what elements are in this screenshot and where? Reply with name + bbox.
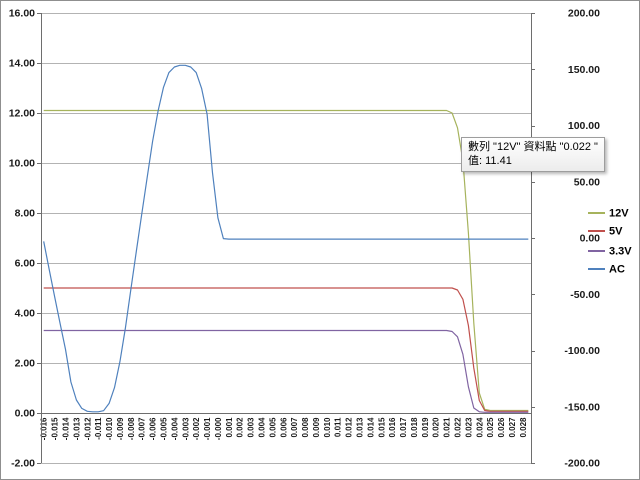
series-line-5v[interactable]	[43, 287, 529, 412]
svg-text:-0.001: -0.001	[203, 417, 212, 440]
svg-text:0.00: 0.00	[15, 408, 36, 420]
svg-text:0.006: 0.006	[279, 417, 288, 438]
legend-label-3-3v: 3.3V	[609, 246, 632, 258]
legend-label-5v: 5V	[609, 226, 623, 238]
svg-text:0.00: 0.00	[580, 233, 601, 245]
svg-text:0.002: 0.002	[236, 417, 245, 438]
svg-text:100.00: 100.00	[568, 120, 600, 132]
svg-text:-0.014: -0.014	[62, 417, 71, 440]
x-axis-labels: -0.016 -0.015 -0.014 -0.013 -0.012 -0.011 -0.0…	[40, 417, 528, 440]
right-axis-labels: 200.00 150.00 100.00 50.00 0.00 -50.00 -100.00…	[531, 8, 600, 470]
svg-text:0.019: 0.019	[421, 417, 430, 438]
svg-text:-0.000: -0.000	[214, 417, 223, 440]
svg-text:12.00: 12.00	[9, 108, 35, 120]
tooltip-series-line: 數列 "12V" 資料點 "0.022 "	[468, 141, 598, 153]
svg-text:150.00: 150.00	[568, 64, 600, 76]
svg-text:-50.00: -50.00	[570, 289, 600, 301]
svg-text:0.007: 0.007	[290, 417, 299, 438]
left-axis-labels: 16.00 14.00 12.00 10.00 8.00 6.00 4.00 2.00 0.00…	[9, 8, 41, 470]
svg-text:0.023: 0.023	[464, 417, 473, 438]
svg-text:-0.008: -0.008	[127, 417, 136, 440]
svg-text:0.012: 0.012	[345, 417, 354, 438]
svg-text:-150.00: -150.00	[564, 401, 600, 413]
svg-text:-0.009: -0.009	[116, 417, 125, 440]
svg-text:0.011: 0.011	[334, 417, 343, 437]
series-line-ac[interactable]	[43, 64, 529, 413]
svg-text:0.014: 0.014	[366, 417, 375, 438]
svg-text:10.00: 10.00	[9, 158, 35, 170]
tooltip-value-line: 值: 11.41	[468, 155, 512, 167]
svg-text:-200.00: -200.00	[564, 458, 600, 470]
svg-text:0.018: 0.018	[410, 417, 419, 438]
svg-text:0.027: 0.027	[508, 417, 517, 438]
svg-text:-0.003: -0.003	[181, 417, 190, 440]
svg-text:0.026: 0.026	[497, 417, 506, 438]
svg-text:0.024: 0.024	[475, 417, 484, 438]
svg-text:4.00: 4.00	[15, 308, 36, 320]
svg-text:-0.006: -0.006	[149, 417, 158, 440]
svg-text:6.00: 6.00	[15, 258, 36, 270]
svg-text:0.016: 0.016	[388, 417, 397, 438]
svg-text:0.013: 0.013	[356, 417, 365, 438]
svg-text:-0.002: -0.002	[192, 417, 201, 440]
svg-text:0.010: 0.010	[323, 417, 332, 438]
svg-text:-0.011: -0.011	[94, 417, 103, 440]
svg-text:0.021: 0.021	[443, 417, 452, 438]
svg-text:-100.00: -100.00	[564, 345, 600, 357]
svg-text:-0.007: -0.007	[138, 417, 147, 440]
svg-text:-0.005: -0.005	[160, 417, 169, 440]
svg-text:-0.015: -0.015	[51, 417, 60, 440]
svg-text:0.025: 0.025	[486, 417, 495, 438]
svg-text:0.001: 0.001	[225, 417, 234, 438]
svg-text:0.008: 0.008	[301, 417, 310, 438]
svg-text:16.00: 16.00	[9, 8, 35, 20]
svg-text:-0.012: -0.012	[83, 417, 92, 440]
svg-text:-0.013: -0.013	[72, 417, 81, 440]
svg-text:14.00: 14.00	[9, 58, 35, 70]
svg-text:0.004: 0.004	[258, 417, 267, 438]
legend-item-3-3v[interactable]: 3.3V	[588, 246, 632, 258]
legend-item-5v[interactable]: 5V	[588, 226, 623, 238]
legend-label-ac: AC	[609, 264, 625, 276]
series-line-3-3v[interactable]	[43, 329, 529, 413]
svg-text:0.017: 0.017	[399, 417, 408, 438]
svg-text:8.00: 8.00	[15, 208, 36, 220]
svg-text:-0.004: -0.004	[170, 417, 179, 440]
svg-text:0.015: 0.015	[377, 417, 386, 438]
svg-text:-0.010: -0.010	[105, 417, 114, 440]
axis-lines	[41, 13, 532, 463]
legend-label-12v: 12V	[609, 208, 629, 220]
svg-text:0.022: 0.022	[454, 417, 463, 438]
svg-text:0.005: 0.005	[268, 417, 277, 438]
svg-text:2.00: 2.00	[15, 358, 36, 370]
svg-text:50.00: 50.00	[574, 176, 600, 188]
legend-item-12v[interactable]: 12V	[588, 208, 629, 220]
series-line-12v[interactable]	[43, 109, 529, 412]
legend-item-ac[interactable]: AC	[588, 264, 625, 276]
svg-text:0.003: 0.003	[247, 417, 256, 438]
svg-text:-2.00: -2.00	[11, 458, 35, 470]
datapoint-tooltip: 數列 "12V" 資料點 "0.022 " 值: 11.41	[461, 137, 605, 172]
svg-text:0.020: 0.020	[432, 417, 441, 438]
svg-text:-0.016: -0.016	[40, 417, 49, 440]
legend[interactable]: 12V 5V 3.3V AC	[588, 208, 632, 276]
svg-text:200.00: 200.00	[568, 8, 600, 20]
svg-text:0.028: 0.028	[519, 417, 528, 438]
svg-text:0.009: 0.009	[312, 417, 321, 438]
